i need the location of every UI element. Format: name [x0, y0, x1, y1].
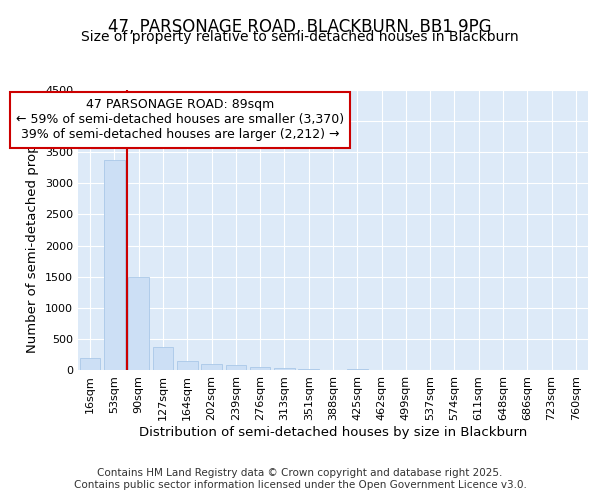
Text: Contains HM Land Registry data © Crown copyright and database right 2025.: Contains HM Land Registry data © Crown c… — [97, 468, 503, 477]
Bar — [152, 347, 173, 370]
Bar — [226, 365, 246, 370]
Bar — [298, 369, 319, 370]
Bar — [104, 160, 125, 370]
Bar — [274, 368, 295, 370]
Bar — [201, 364, 222, 370]
Bar — [80, 358, 100, 370]
Bar — [250, 367, 271, 370]
Bar — [347, 369, 368, 370]
Text: Size of property relative to semi-detached houses in Blackburn: Size of property relative to semi-detach… — [81, 30, 519, 44]
Text: 47 PARSONAGE ROAD: 89sqm
← 59% of semi-detached houses are smaller (3,370)
39% o: 47 PARSONAGE ROAD: 89sqm ← 59% of semi-d… — [16, 98, 344, 142]
Bar — [128, 276, 149, 370]
Text: 47, PARSONAGE ROAD, BLACKBURN, BB1 9PG: 47, PARSONAGE ROAD, BLACKBURN, BB1 9PG — [108, 18, 492, 36]
Bar — [177, 360, 197, 370]
X-axis label: Distribution of semi-detached houses by size in Blackburn: Distribution of semi-detached houses by … — [139, 426, 527, 438]
Y-axis label: Number of semi-detached properties: Number of semi-detached properties — [26, 107, 40, 353]
Text: Contains public sector information licensed under the Open Government Licence v3: Contains public sector information licen… — [74, 480, 526, 490]
